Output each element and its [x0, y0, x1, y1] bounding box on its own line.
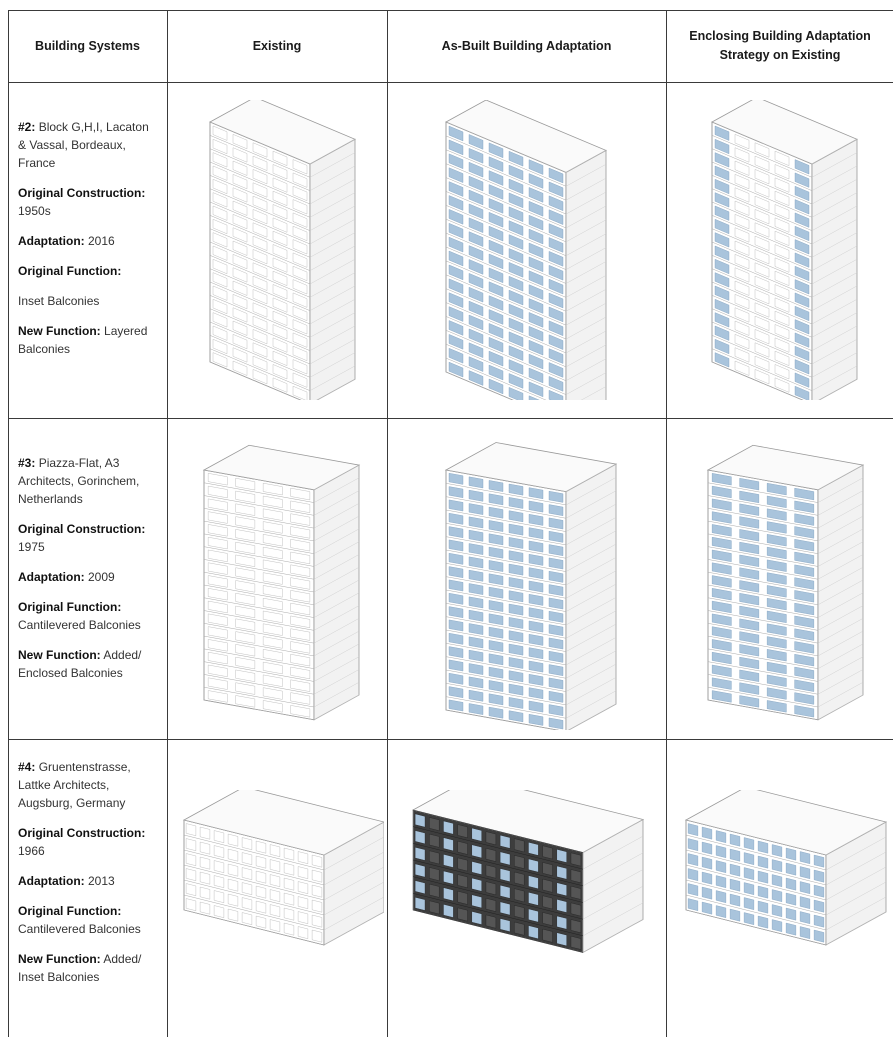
table-divider [666, 10, 667, 1037]
project-number: #4: [18, 760, 36, 774]
table-divider [8, 10, 9, 1037]
table-divider [167, 10, 168, 1037]
table-divider [387, 10, 388, 1037]
new-function-value: Added/ Inset Balconies [18, 952, 142, 984]
construction-value: 1966 [18, 844, 45, 858]
building-drawing-existing-gruentenstrasse [182, 790, 384, 946]
adaptation-value: 2013 [88, 874, 115, 888]
construction-value: 1975 [18, 540, 45, 554]
original-function-label: Original Function: [18, 264, 122, 278]
original-function-label: Original Function: [18, 904, 122, 918]
project-name: Gruentenstrasse, Lattke Architects, Augs… [18, 760, 131, 810]
building-drawing-existing-piazza-flat [202, 444, 361, 721]
construction-label: Original Construction: [18, 522, 146, 536]
project-number: #3: [18, 456, 36, 470]
adaptation-label: Adaptation: [18, 874, 85, 888]
new-function-value: Added/ Enclosed Balconies [18, 648, 142, 680]
header-enclosing-strategy: Enclosing Building Adaptation Strategy o… [689, 29, 871, 62]
building-drawing-as-built-piazza-flat [444, 442, 618, 730]
table-divider [8, 82, 893, 83]
header-existing: Existing [252, 38, 302, 53]
adaptation-label: Adaptation: [18, 570, 85, 584]
table-divider [8, 739, 893, 740]
building-drawing-existing-block-ghi [209, 100, 356, 400]
building-drawing-enclosing-gruentenstrasse [684, 790, 888, 946]
building-drawing-as-built-gruentenstrasse [411, 790, 645, 954]
original-function-value: Cantilevered Balconies [18, 922, 141, 936]
building-drawing-enclosing-block-ghi [711, 100, 858, 400]
construction-value: 1950s [18, 204, 51, 218]
row-description: #2: Block G,H,I, Lacaton & Vassal, Borde… [18, 118, 160, 370]
adaptation-value: 2009 [88, 570, 115, 584]
building-drawing-enclosing-piazza-flat [706, 444, 865, 721]
adaptation-value: 2016 [88, 234, 115, 248]
project-name: Piazza-Flat, A3 Architects, Gorinchem, N… [18, 456, 140, 506]
new-function-label: New Function: [18, 648, 101, 662]
row-description: #4: Gruentenstrasse, Lattke Architects, … [18, 758, 160, 998]
original-function-value: Inset Balconies [18, 294, 100, 308]
building-drawing-as-built-block-ghi [445, 100, 607, 400]
table-divider [8, 10, 893, 11]
table-divider [8, 418, 893, 419]
original-function-label: Original Function: [18, 600, 122, 614]
construction-label: Original Construction: [18, 186, 146, 200]
new-function-label: New Function: [18, 324, 101, 338]
header-as-built-adaptation: As-Built Building Adaptation [441, 38, 612, 53]
adaptation-label: Adaptation: [18, 234, 85, 248]
new-function-value: Layered Balconies [18, 324, 148, 356]
original-function-value: Cantilevered Balconies [18, 618, 141, 632]
project-name: Block G,H,I, Lacaton & Vassal, Bordeaux,… [18, 120, 149, 170]
new-function-label: New Function: [18, 952, 101, 966]
row-description: #3: Piazza-Flat, A3 Architects, Gorinche… [18, 454, 160, 694]
construction-label: Original Construction: [18, 826, 146, 840]
project-number: #2: [18, 120, 36, 134]
header-building-systems: Building Systems [35, 38, 140, 53]
